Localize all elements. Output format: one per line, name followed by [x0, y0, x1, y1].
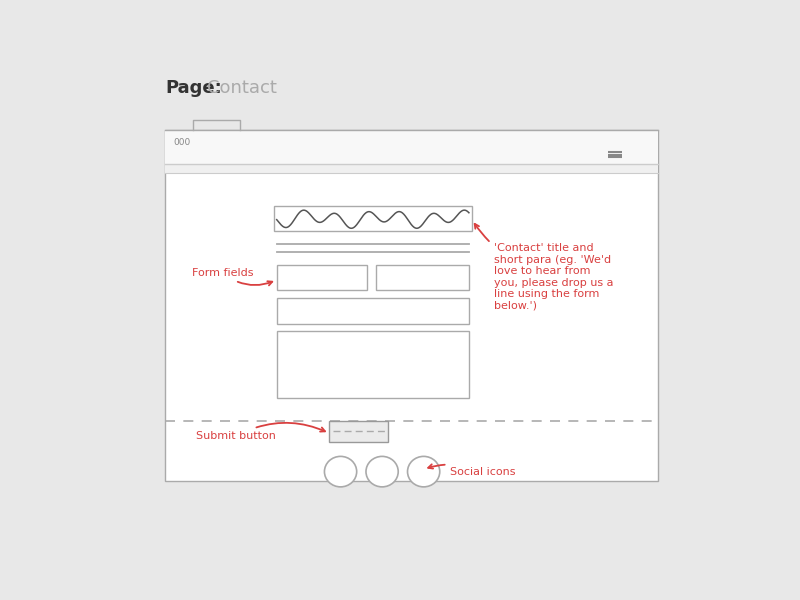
Bar	[277, 331, 469, 398]
Ellipse shape	[366, 457, 398, 487]
Text: Submit button: Submit button	[196, 423, 325, 441]
Text: Contact: Contact	[207, 79, 277, 97]
Bar	[165, 130, 658, 481]
Bar	[165, 130, 658, 164]
Bar	[277, 265, 366, 290]
Text: Page:: Page:	[165, 79, 222, 97]
Text: Social icons: Social icons	[428, 464, 516, 476]
Bar	[376, 265, 469, 290]
Ellipse shape	[407, 457, 440, 487]
Ellipse shape	[325, 457, 357, 487]
Bar	[330, 421, 388, 442]
Text: 'Contact' title and
short para (eg. 'We'd
love to hear from
you, please drop us : 'Contact' title and short para (eg. 'We'…	[474, 224, 614, 311]
Bar	[274, 206, 472, 232]
Bar	[277, 298, 469, 324]
Bar	[165, 164, 658, 173]
Text: 000: 000	[173, 138, 190, 147]
Text: Form fields: Form fields	[192, 268, 272, 286]
